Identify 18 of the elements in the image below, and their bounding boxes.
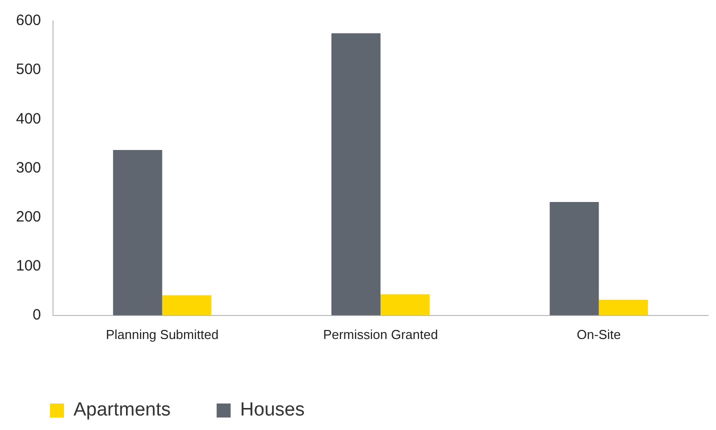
bar — [113, 150, 162, 316]
y-tick-label: 100 — [16, 257, 42, 274]
y-tick-label: 300 — [16, 159, 42, 176]
y-tick-label: 600 — [16, 12, 42, 30]
legend-label: Apartments — [74, 400, 171, 421]
y-tick-label: 200 — [16, 208, 42, 226]
x-tick-label: Planning Submitted — [106, 326, 219, 342]
y-tick-label: 400 — [16, 110, 42, 128]
x-tick-label: On-Site — [576, 326, 621, 342]
bar — [550, 202, 599, 316]
legend-label: Houses — [240, 400, 305, 421]
y-tick-label: 500 — [16, 61, 42, 78]
y-tick-label: 0 — [32, 306, 42, 324]
x-tick-label: Permission Granted — [323, 326, 438, 342]
bar — [331, 33, 381, 316]
bar — [598, 300, 648, 316]
bar — [380, 294, 430, 316]
bar — [162, 295, 212, 316]
